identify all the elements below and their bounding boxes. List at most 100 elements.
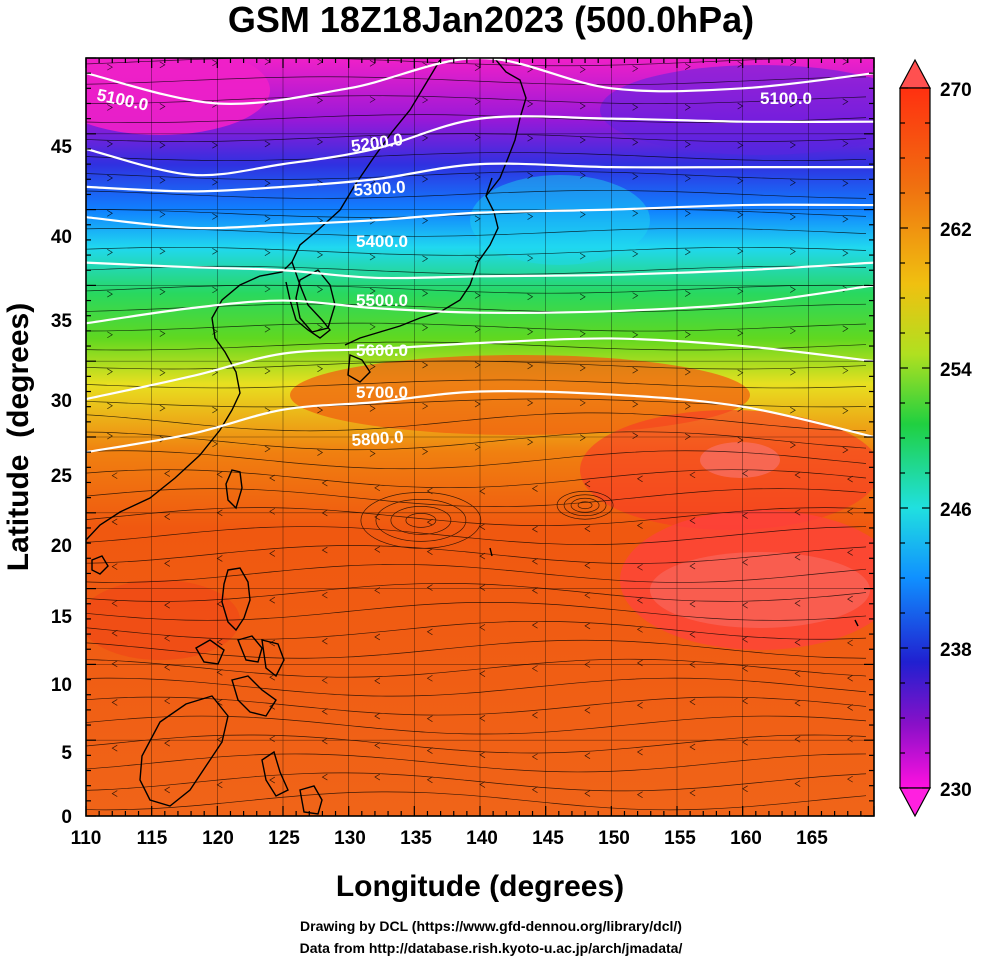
wind-arrowhead: [579, 364, 586, 372]
wind-arrowhead: [426, 518, 433, 526]
wind-arrowhead: [684, 433, 691, 440]
wind-arrowhead: [790, 406, 796, 414]
wind-arrowhead: [159, 61, 166, 69]
wind-arrowhead: [422, 96, 429, 104]
wind-arrowhead: [159, 176, 166, 184]
wind-arrowhead: [847, 704, 853, 711]
wind-arrowhead: [164, 664, 170, 671]
wind-arrowhead: [584, 525, 591, 533]
streamline: [86, 58, 866, 67]
colorbar-label-246: 246: [940, 500, 972, 521]
wind-arrowhead: [422, 290, 429, 297]
wind-arrowhead: [794, 599, 801, 607]
wind-arrowhead: [632, 366, 639, 374]
streamline: [86, 734, 867, 754]
wind-arrowhead: [689, 743, 696, 751]
colorbar: 270 262 254 246 238 230: [898, 58, 972, 818]
streamline: [86, 658, 867, 678]
wind-arrowhead: [107, 174, 113, 182]
wind-arrowhead: [374, 773, 381, 781]
wind-arrowhead: [684, 331, 691, 338]
wind-arrowhead: [107, 249, 113, 256]
x-tick-140: 140: [466, 828, 498, 849]
wind-arrowhead: [527, 134, 534, 142]
wind-arrowhead: [847, 595, 853, 603]
wind-arrowhead: [422, 448, 429, 455]
streamline: [86, 620, 867, 640]
wind-arrowhead: [159, 288, 166, 296]
wind-arrowhead: [264, 445, 271, 453]
streamline: [86, 209, 867, 218]
wind-arrowhead: [164, 739, 170, 747]
wind-arrowhead: [527, 438, 534, 446]
circulation-swirl: [405, 513, 437, 528]
wind-arrowhead: [369, 59, 376, 67]
wind-arrowhead: [632, 173, 639, 180]
wind-arrowhead: [369, 253, 376, 261]
wind-arrowhead: [264, 325, 271, 333]
wind-arrowhead: [107, 63, 113, 71]
wind-arrowhead: [264, 367, 271, 375]
wind-arrowhead: [422, 255, 429, 262]
wind-arrowhead: [790, 368, 796, 376]
streamline: [86, 469, 867, 489]
wind-arrowhead: [369, 323, 376, 331]
wind-arrowhead: [369, 405, 376, 412]
streamline: [86, 545, 867, 564]
y-tick-35: 35: [51, 311, 73, 332]
wind-arrowhead: [790, 327, 796, 335]
wind-arrowhead: [632, 250, 639, 258]
wind-arrowhead: [321, 773, 328, 781]
axis-ticks: [85, 57, 875, 817]
wind-arrowhead: [111, 600, 118, 607]
wind-arrowhead: [842, 98, 849, 105]
contour-labels: 5100.0 5100.0 5200.0 5300.0 5400.0 5500.…: [95, 85, 812, 450]
streamline: [86, 246, 867, 256]
x-tick-115: 115: [137, 828, 168, 849]
wind-arrowhead: [164, 560, 170, 567]
wind-arrowhead: [794, 670, 801, 677]
wind-arrowhead: [111, 518, 118, 526]
wind-arrowhead: [636, 701, 643, 709]
wind-arrowhead: [164, 470, 170, 477]
wind-arrowhead: [426, 776, 433, 784]
wind-arrowhead: [794, 553, 801, 561]
wind-arrowhead: [794, 471, 801, 479]
height-contour-line: [86, 284, 874, 325]
wind-arrowhead: [422, 402, 429, 410]
wind-arrowhead: [426, 584, 433, 591]
x-tick-150: 150: [598, 828, 630, 849]
wind-arrowhead: [684, 63, 691, 70]
wind-arrowhead: [842, 325, 849, 332]
wind-arrowhead: [111, 699, 118, 706]
y-tick-labels: 0 5 10 15 20 25 30 35 40 45: [51, 137, 73, 828]
streamline: [86, 564, 867, 583]
y-tick-45: 45: [51, 137, 73, 158]
wind-arrowhead: [684, 248, 691, 256]
wind-arrowhead: [632, 432, 639, 439]
streamline: [86, 772, 867, 792]
wind-arrowhead: [317, 97, 324, 104]
wind-arrowhead: [847, 674, 853, 682]
wind-arrowhead: [164, 634, 170, 642]
wind-arrowhead: [847, 735, 853, 743]
wind-arrowhead: [531, 621, 538, 629]
wind-arrowhead: [269, 735, 276, 743]
colorbar-label-254: 254: [940, 360, 972, 381]
contour-label-5300: 5300.0: [353, 177, 406, 200]
wind-arrowhead: [842, 215, 849, 223]
wind-arrowhead: [374, 513, 381, 521]
wind-arrowhead: [790, 179, 796, 186]
contour-label-5100-east: 5100.0: [760, 89, 812, 108]
wind-arrowhead: [842, 140, 849, 147]
streamline: [86, 76, 867, 86]
contour-label-5800: 5800.0: [351, 427, 404, 450]
wind-arrowhead: [636, 791, 643, 798]
wind-arrowhead: [164, 786, 170, 794]
wind-arrowhead: [422, 134, 429, 142]
circulation-swirl: [570, 497, 600, 513]
wind-arrowhead: [111, 744, 118, 752]
wind-arrowhead: [264, 179, 271, 187]
wind-arrowhead: [164, 513, 170, 520]
wind-arrowhead: [317, 251, 324, 259]
